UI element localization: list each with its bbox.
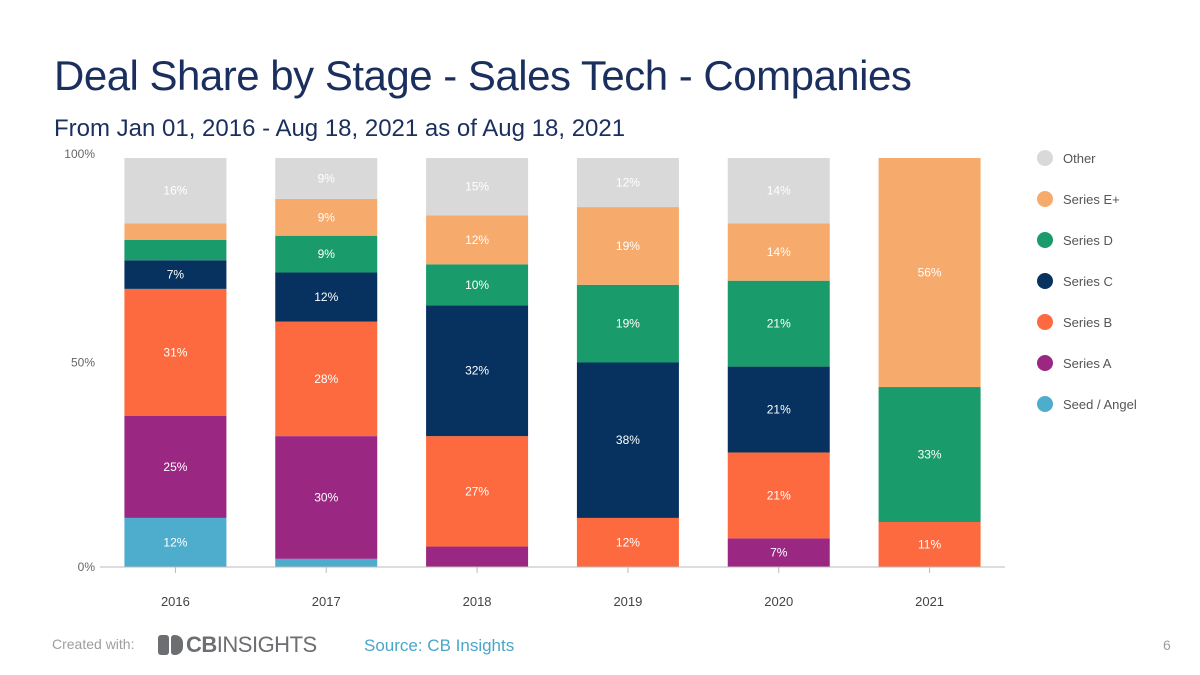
cbinsights-logo-text: CBINSIGHTS <box>186 632 317 657</box>
bar-segment <box>275 198 378 236</box>
data-label: 12% <box>314 290 338 304</box>
bar-segment <box>576 284 679 363</box>
page-number: 6 <box>1163 637 1171 653</box>
data-label: 9% <box>318 210 336 224</box>
chart-subtitle: From Jan 01, 2016 - Aug 18, 2021 as of A… <box>54 115 626 142</box>
bar-segment <box>727 223 830 281</box>
data-label: 16% <box>163 184 187 198</box>
data-label: 9% <box>318 171 336 185</box>
y-tick-label: 100% <box>64 147 95 161</box>
legend-label: Series A <box>1063 356 1112 371</box>
bar-segment <box>275 158 378 199</box>
bar-segment <box>727 366 830 453</box>
data-label: 28% <box>314 372 338 386</box>
bar-segment <box>727 452 830 539</box>
bar-segment <box>124 158 227 224</box>
bar-segment <box>275 321 378 437</box>
legend-swatch <box>1037 355 1053 371</box>
x-tick-label: 2019 <box>613 594 642 609</box>
bar-segment <box>426 264 529 306</box>
data-label: 19% <box>616 317 640 331</box>
bar-segment <box>426 215 529 265</box>
x-tick-label: 2021 <box>915 594 944 609</box>
data-label: 12% <box>616 176 640 190</box>
source-link[interactable]: Source: CB Insights <box>364 636 515 655</box>
y-tick-label: 0% <box>78 560 96 574</box>
bar-segment <box>426 305 529 437</box>
bar-segment <box>275 272 378 322</box>
legend-swatch <box>1037 232 1053 248</box>
legend-label: Series B <box>1063 315 1112 330</box>
data-label: 12% <box>163 535 187 549</box>
legend-swatch <box>1037 191 1053 207</box>
legend-label: Other <box>1063 151 1096 166</box>
created-with-label: Created with: <box>52 636 135 652</box>
data-label: 21% <box>767 488 791 502</box>
y-tick-label: 50% <box>71 356 95 370</box>
data-label: 21% <box>767 403 791 417</box>
bar-segment <box>878 158 981 388</box>
legend-swatch <box>1037 314 1053 330</box>
data-label: 12% <box>465 233 489 247</box>
data-label: 14% <box>767 245 791 259</box>
data-label: 11% <box>918 538 941 552</box>
legend-label: Series D <box>1063 233 1113 248</box>
bar-segment <box>124 288 227 416</box>
data-label: 14% <box>767 184 791 198</box>
bar-segment <box>878 522 981 567</box>
data-label: 7% <box>167 268 185 282</box>
data-label: 10% <box>465 278 489 292</box>
bar-segment <box>124 517 227 567</box>
legend-swatch <box>1037 150 1053 166</box>
bar-segment <box>426 546 529 567</box>
bar-segment <box>576 207 679 285</box>
legend-swatch <box>1037 396 1053 412</box>
bar-segment <box>275 558 378 567</box>
data-label: 9% <box>318 247 336 261</box>
data-label: 32% <box>465 364 489 378</box>
bar-segment <box>275 235 378 273</box>
bar-segment <box>576 158 679 208</box>
bar-segment <box>124 223 227 240</box>
data-label: 33% <box>918 448 942 462</box>
bar-segment <box>124 239 227 261</box>
x-tick-label: 2018 <box>463 594 492 609</box>
cbinsights-logo-mark <box>158 635 183 655</box>
bar-segment <box>576 362 679 518</box>
cbinsights-logo: CBINSIGHTS <box>158 632 317 658</box>
x-tick-label: 2020 <box>764 594 793 609</box>
x-tick-label: 2016 <box>161 594 190 609</box>
bar-segment <box>878 387 981 523</box>
bar-segment <box>727 158 830 224</box>
data-label: 21% <box>767 317 791 331</box>
legend-label: Seed / Angel <box>1063 397 1137 412</box>
bar-segment <box>275 436 378 559</box>
legend-swatch <box>1037 273 1053 289</box>
bar-segment <box>426 158 529 216</box>
legend-label: Series E+ <box>1063 192 1120 207</box>
data-label: 56% <box>918 266 942 280</box>
data-label: 25% <box>163 460 187 474</box>
x-tick-label: 2017 <box>312 594 341 609</box>
data-label: 30% <box>314 490 338 504</box>
bar-segment <box>426 436 529 547</box>
data-label: 15% <box>465 180 489 194</box>
data-label: 19% <box>616 239 640 253</box>
data-label: 38% <box>616 433 640 447</box>
data-label: 31% <box>163 345 187 359</box>
bar-segment <box>576 517 679 567</box>
chart-title: Deal Share by Stage - Sales Tech - Compa… <box>54 52 912 99</box>
data-label: 27% <box>465 484 489 498</box>
bar-segment <box>124 260 227 289</box>
data-label: 7% <box>770 546 788 560</box>
bar-segment <box>727 280 830 367</box>
bar-segment <box>124 415 227 518</box>
bar-segment <box>727 538 830 567</box>
legend-label: Series C <box>1063 274 1113 289</box>
data-label: 12% <box>616 535 640 549</box>
